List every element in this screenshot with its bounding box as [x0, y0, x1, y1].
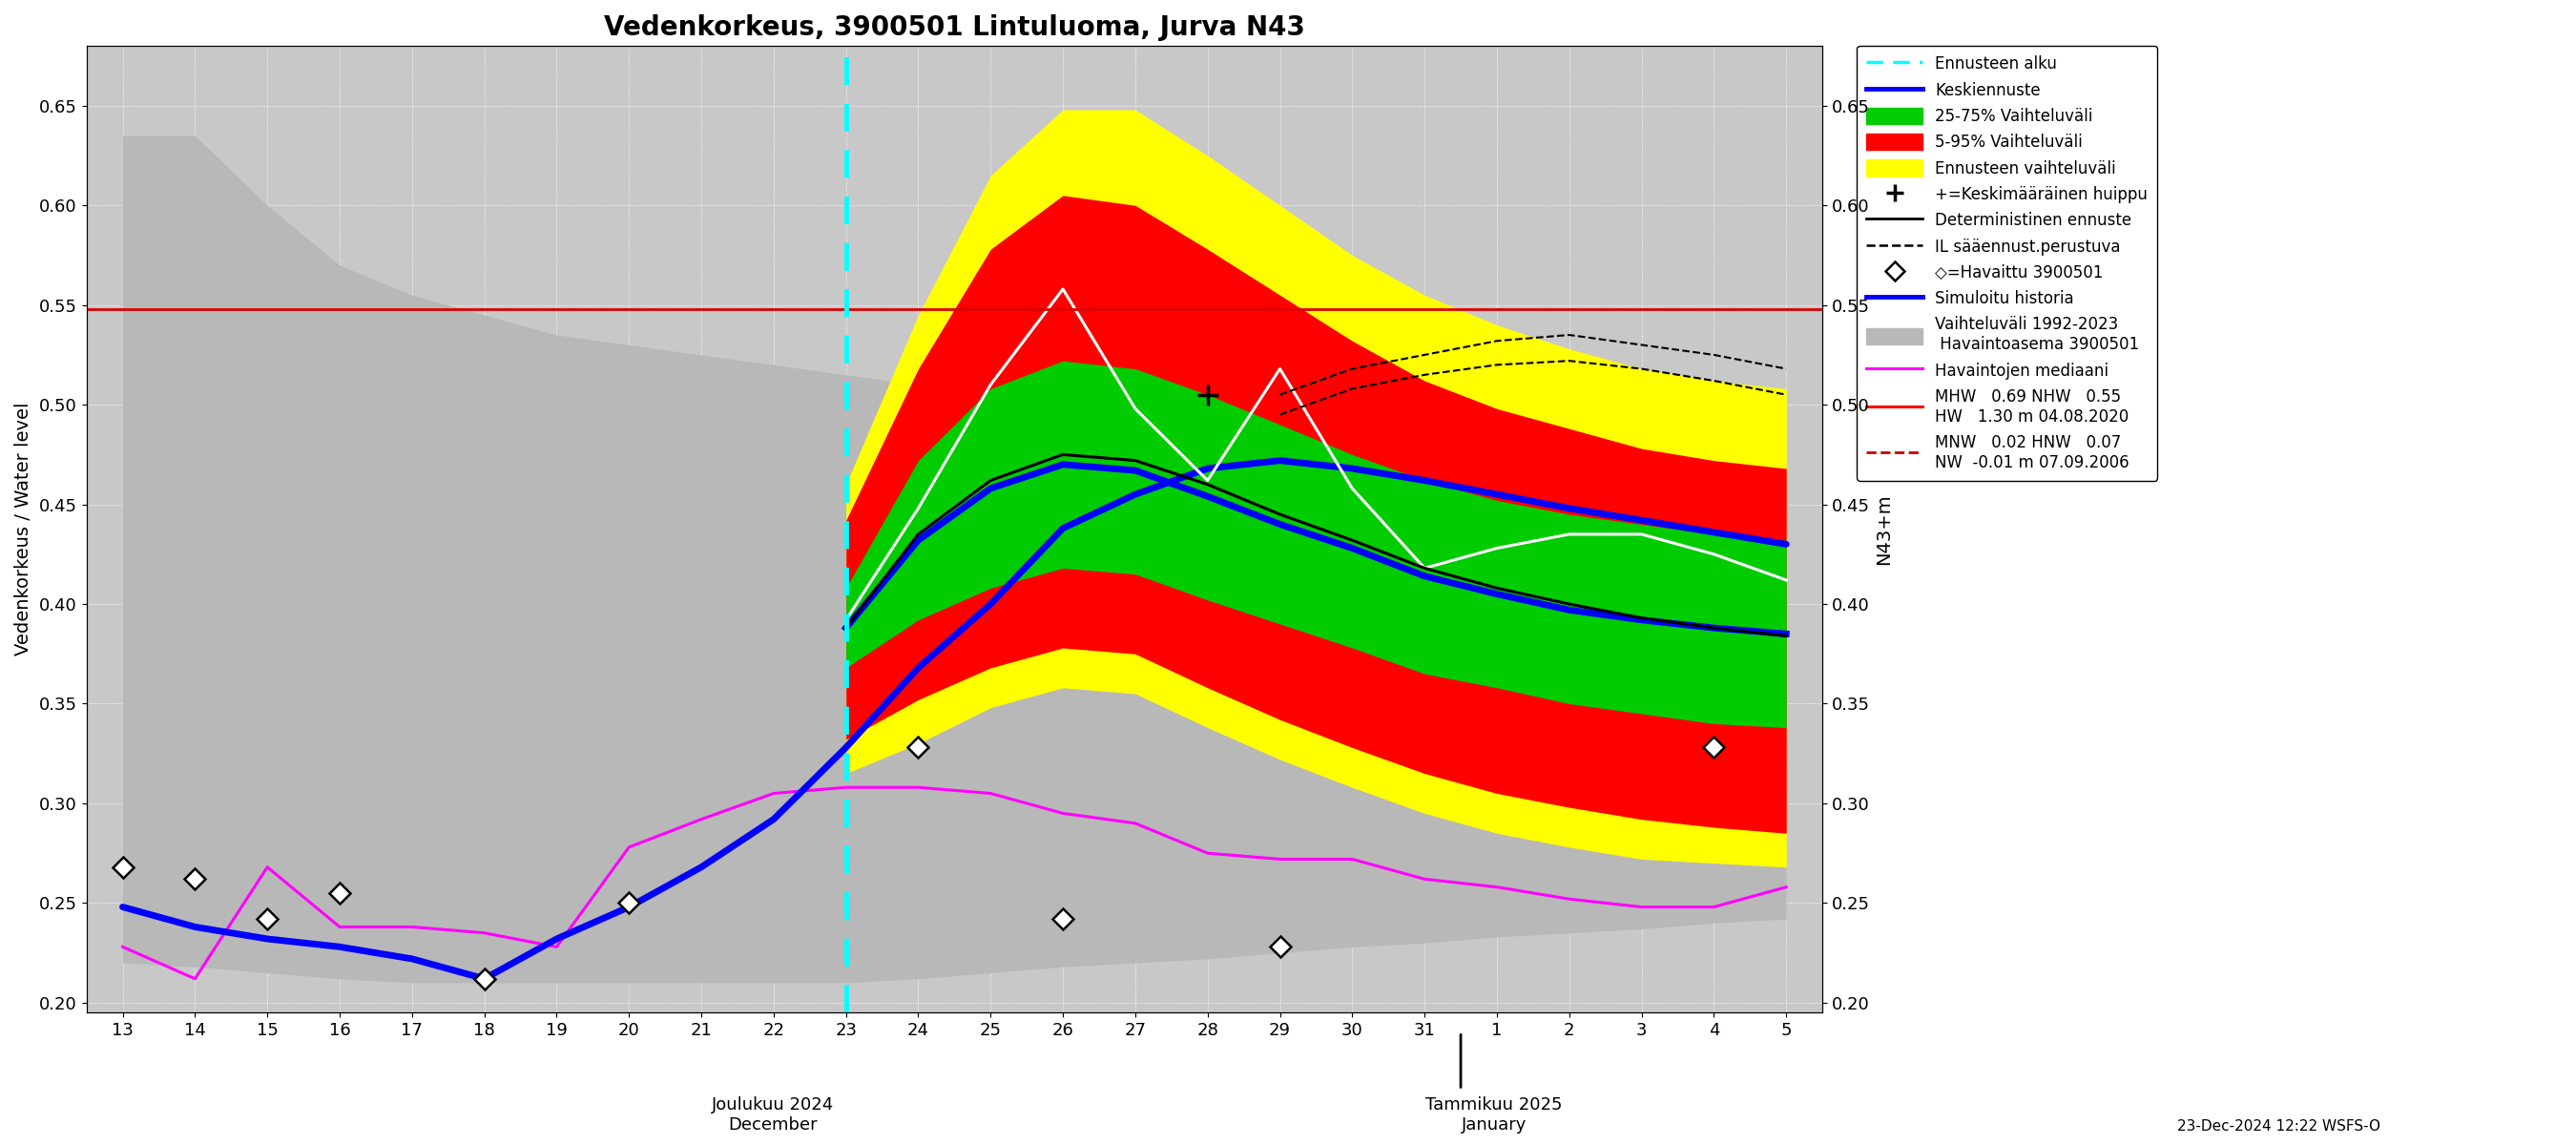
Y-axis label: N43+m: N43+m [1875, 493, 1893, 564]
Text: Joulukuu 2024
December: Joulukuu 2024 December [711, 1097, 835, 1134]
Text: 23-Dec-2024 12:22 WSFS-O: 23-Dec-2024 12:22 WSFS-O [2177, 1120, 2380, 1134]
Text: Tammikuu 2025
January: Tammikuu 2025 January [1425, 1097, 1564, 1134]
Y-axis label: Vedenkorkeus / Water level: Vedenkorkeus / Water level [15, 403, 33, 656]
Title: Vedenkorkeus, 3900501 Lintuluoma, Jurva N43: Vedenkorkeus, 3900501 Lintuluoma, Jurva … [603, 14, 1306, 41]
Legend: Ennusteen alku, Keskiennuste, 25-75% Vaihteluväli, 5-95% Vaihteluväli, Ennusteen: Ennusteen alku, Keskiennuste, 25-75% Vai… [1857, 46, 2156, 481]
